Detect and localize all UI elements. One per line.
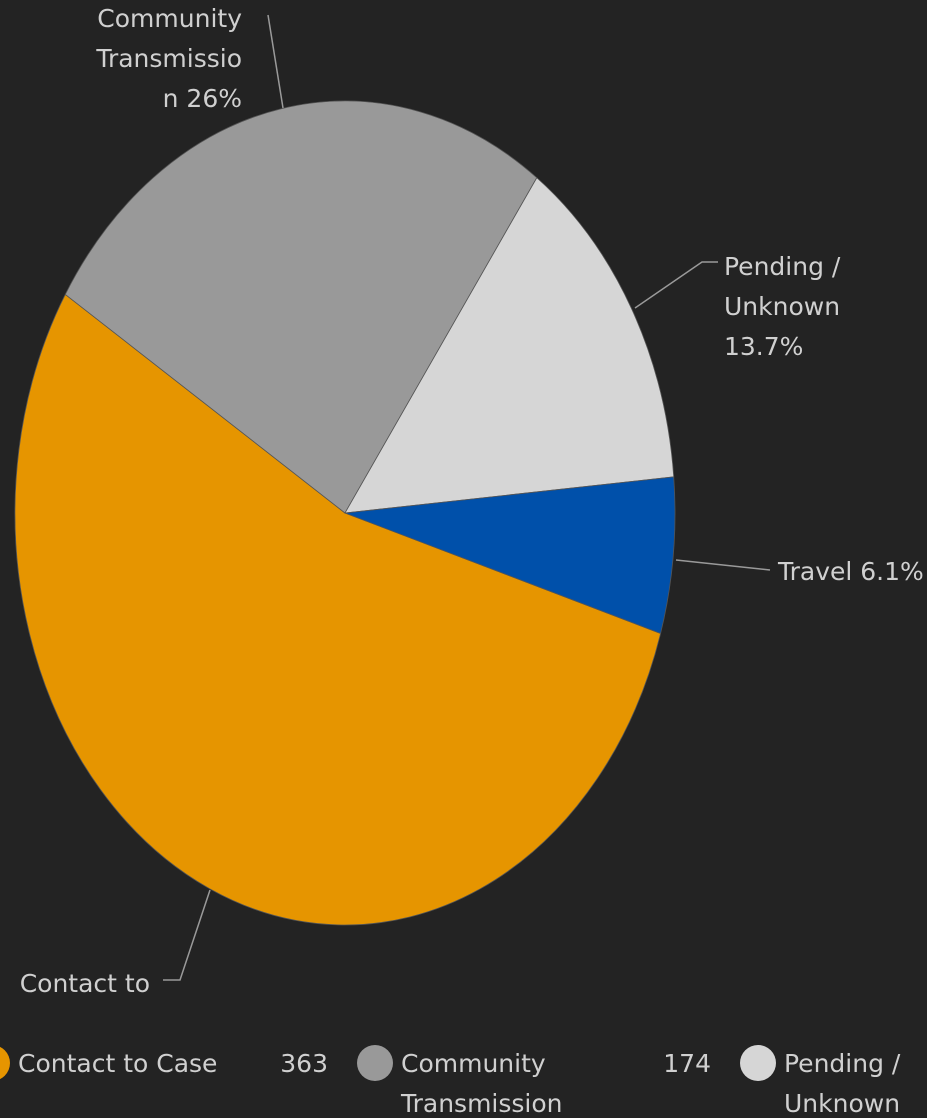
slice-label: Contact to [20, 969, 150, 998]
legend-marker [740, 1045, 776, 1081]
slice-label: n 26% [163, 84, 242, 113]
slice-label: Travel 6.1% [777, 557, 924, 586]
slice-label: Community [97, 4, 242, 33]
legend-label: Community Transmission [400, 1049, 563, 1118]
leader-line [267, 14, 284, 109]
legend-value: 363 [280, 1049, 328, 1078]
legend-line: Transmission [400, 1089, 563, 1118]
pie-slice [64, 100, 538, 514]
legend-line: Unknown [784, 1089, 900, 1118]
legend-marker [357, 1045, 393, 1081]
pie-slice [344, 177, 675, 514]
slice-label: Transmissio [95, 44, 242, 73]
legend-value: 174 [663, 1049, 711, 1078]
legend-label: Contact to Case [18, 1049, 217, 1078]
pie-slice [14, 293, 662, 926]
leader-line [163, 889, 211, 981]
legend-line: Community [401, 1049, 546, 1078]
legend-line: Pending / [784, 1049, 901, 1078]
leader-line [634, 261, 718, 309]
legend-marker [0, 1046, 10, 1080]
legend-line: Contact to Case [18, 1049, 217, 1078]
pie-slice [344, 476, 676, 634]
slice-label: Unknown [724, 292, 840, 321]
legend-label: Pending / Unknown [784, 1049, 901, 1118]
leader-line [675, 559, 771, 571]
slice-label: Pending / [724, 252, 841, 281]
slice-label: 13.7% [724, 332, 803, 361]
